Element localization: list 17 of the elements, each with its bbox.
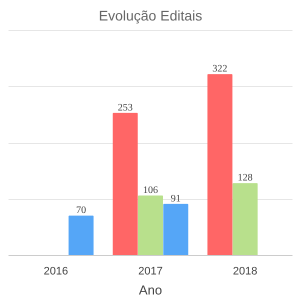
bar: [112, 112, 138, 256]
bar: [232, 183, 258, 256]
x-tick-label: 2018: [232, 266, 258, 278]
data-label: 322: [212, 64, 228, 75]
data-label: 253: [118, 102, 133, 114]
chart-title: Evolução Editais: [98, 8, 202, 24]
x-tick-label: 2017: [138, 266, 163, 278]
x-tick-label: 2016: [44, 266, 68, 278]
bar: [207, 74, 232, 256]
data-label: 106: [143, 184, 158, 196]
x-axis-title: Ano: [138, 282, 162, 298]
data-label: 70: [76, 205, 86, 216]
bar: [163, 204, 188, 256]
data-label: 91: [170, 193, 181, 204]
data-label: 128: [238, 172, 253, 184]
bar: [138, 195, 163, 256]
bar: [68, 216, 94, 256]
